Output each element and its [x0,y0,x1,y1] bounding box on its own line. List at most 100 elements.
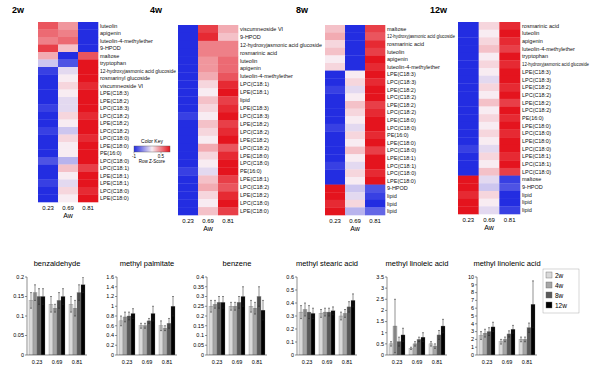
bar [147,321,151,355]
heat-cell [458,183,479,191]
row-label: LPC(C18:0) [387,170,416,176]
x-tick-label: 0.69 [52,359,63,365]
heat-cell [458,176,479,184]
column-label: 0.23 [329,218,341,224]
error-cap [82,277,84,278]
heat-cell [458,106,479,114]
bar [343,313,347,355]
y-tick-label: 0 [201,352,204,358]
y-tick-label: 0 [21,352,24,358]
row-label: LPE(C18:1) [522,153,551,159]
heat-cell [218,41,238,49]
error-cap [168,318,170,319]
heat-cell [325,63,345,71]
heat-cell [458,60,479,68]
column-label: 0.69 [62,205,74,211]
heat-cell [38,52,58,60]
error-line [309,306,310,319]
x-tick-label: 0.81 [72,359,83,365]
error-cap [488,335,490,336]
heat-cell [198,57,218,65]
heat-cell [325,78,345,86]
error-line [145,323,146,328]
row-label: LPC(C18:0) [522,146,551,152]
error-cap [328,316,330,317]
y-tick-label: 10 [468,274,474,280]
heat-cell [499,37,520,45]
heat-cell [198,73,218,81]
error-cap [168,328,170,329]
error-bar [58,293,60,309]
row-label: LPE(C18:2) [522,84,551,90]
error-cap [218,308,220,309]
bar [229,306,233,355]
heat-cell [218,88,238,96]
error-cap [414,341,416,342]
heat-cell [78,22,98,30]
error-cap [140,323,142,324]
error-line [481,332,482,340]
row-label: luteolin-4-methylether [100,38,153,44]
x-tick-label: 0.69 [502,359,513,365]
y-axis [387,277,388,355]
row-label: LPE(C18:2) [522,100,551,106]
color-key-label: Row Z-Score [139,159,166,164]
error-cap [418,337,420,338]
error-cap [520,337,522,338]
error-cap [50,312,52,313]
heat-cell [479,137,500,145]
error-cap [394,299,396,300]
bar [163,328,167,355]
bar [303,310,307,356]
heat-cell [198,128,218,136]
row-label: 12-hydroxyjasmonic acid glucoside [522,61,589,67]
bar [167,323,171,355]
error-bar [62,289,64,305]
heat-cell [58,112,78,120]
row-label: LPE(C18:2) [240,192,269,198]
heat-cell [458,114,479,122]
error-cap [320,317,322,318]
error-bar [168,318,170,328]
heat-cell [458,68,479,76]
row-label: LPC(C18:1) [387,163,416,169]
error-cap [532,280,534,281]
bar [77,293,81,355]
heat-cell [325,154,345,162]
error-line [231,302,232,310]
bar [323,312,327,355]
heat-cell [38,142,58,150]
error-line [263,300,264,320]
error-cap [524,337,526,338]
chart-title: methyl linoleic acid [386,259,449,268]
y-tick-label: 0.3 [196,293,204,299]
bar-chart: methyl linolenic acid0123456789100.230.6… [468,259,541,365]
heat-cell [198,65,218,73]
row-label: tryptophan [522,53,548,59]
error-bar [144,323,146,328]
legend-label: 2w [555,272,564,279]
error-cap [78,300,80,301]
heat-cell [499,206,520,214]
error-cap [148,318,150,319]
bar [61,297,65,356]
row-label: LPE(C18:2) [240,121,269,127]
y-tick-label: 0.2 [16,274,24,280]
error-cap [504,337,506,338]
bar [507,334,511,355]
error-cap [438,330,440,331]
error-line [529,323,530,332]
heat-cell [218,168,238,176]
heat-cell [345,131,365,139]
error-cap [324,308,326,309]
error-bar [34,285,36,301]
error-cap [124,321,126,322]
x-tick-label: 0.81 [432,359,443,365]
row-label: LPE(C18:0) [522,123,551,129]
heat-cell [325,124,345,132]
error-cap [50,296,52,297]
row-label: LPC(C18:2) [522,92,551,98]
error-cap [250,312,252,313]
heat-cell [58,45,78,53]
error-line [399,337,400,346]
